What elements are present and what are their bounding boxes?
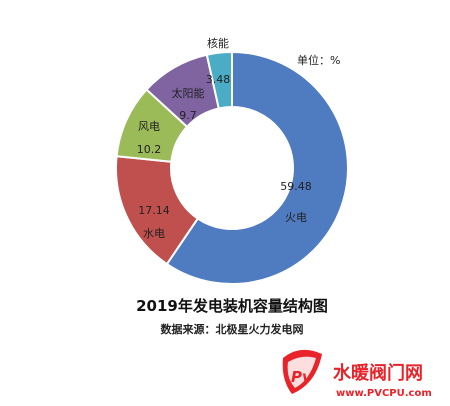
slice-value-label: 59.48	[280, 180, 312, 193]
slice-name-label: 太阳能	[172, 86, 205, 100]
slice-value-label: 3.48	[206, 73, 231, 86]
slice-0	[165, 50, 349, 285]
watermark-logo-letters: Pv	[291, 368, 313, 386]
slice-value-label: 17.14	[138, 204, 170, 217]
slice-name-label: 风电	[138, 120, 160, 133]
watermark-url: www.PVCPU.com	[336, 388, 432, 399]
chart-title: 2019年发电装机容量结构图	[136, 297, 328, 315]
watermark-brand: 水暖阀门网	[333, 362, 423, 384]
slice-name-label: 核能	[207, 36, 229, 50]
slice-4	[205, 50, 233, 110]
watermark: Pv 水暖阀门网 www.PVCPU.com	[282, 349, 432, 399]
unit-label: 单位：%	[297, 53, 340, 67]
slice-value-label: 10.2	[137, 143, 162, 156]
slice-value-label: 9.7	[179, 109, 197, 122]
slice-name-label: 火电	[285, 211, 307, 224]
chart-subtitle: 数据来源：北极星火力发电网	[161, 322, 304, 336]
slice-name-label: 水电	[143, 227, 165, 240]
donut-slices	[115, 50, 349, 285]
watermark-logo: Pv	[282, 349, 322, 394]
